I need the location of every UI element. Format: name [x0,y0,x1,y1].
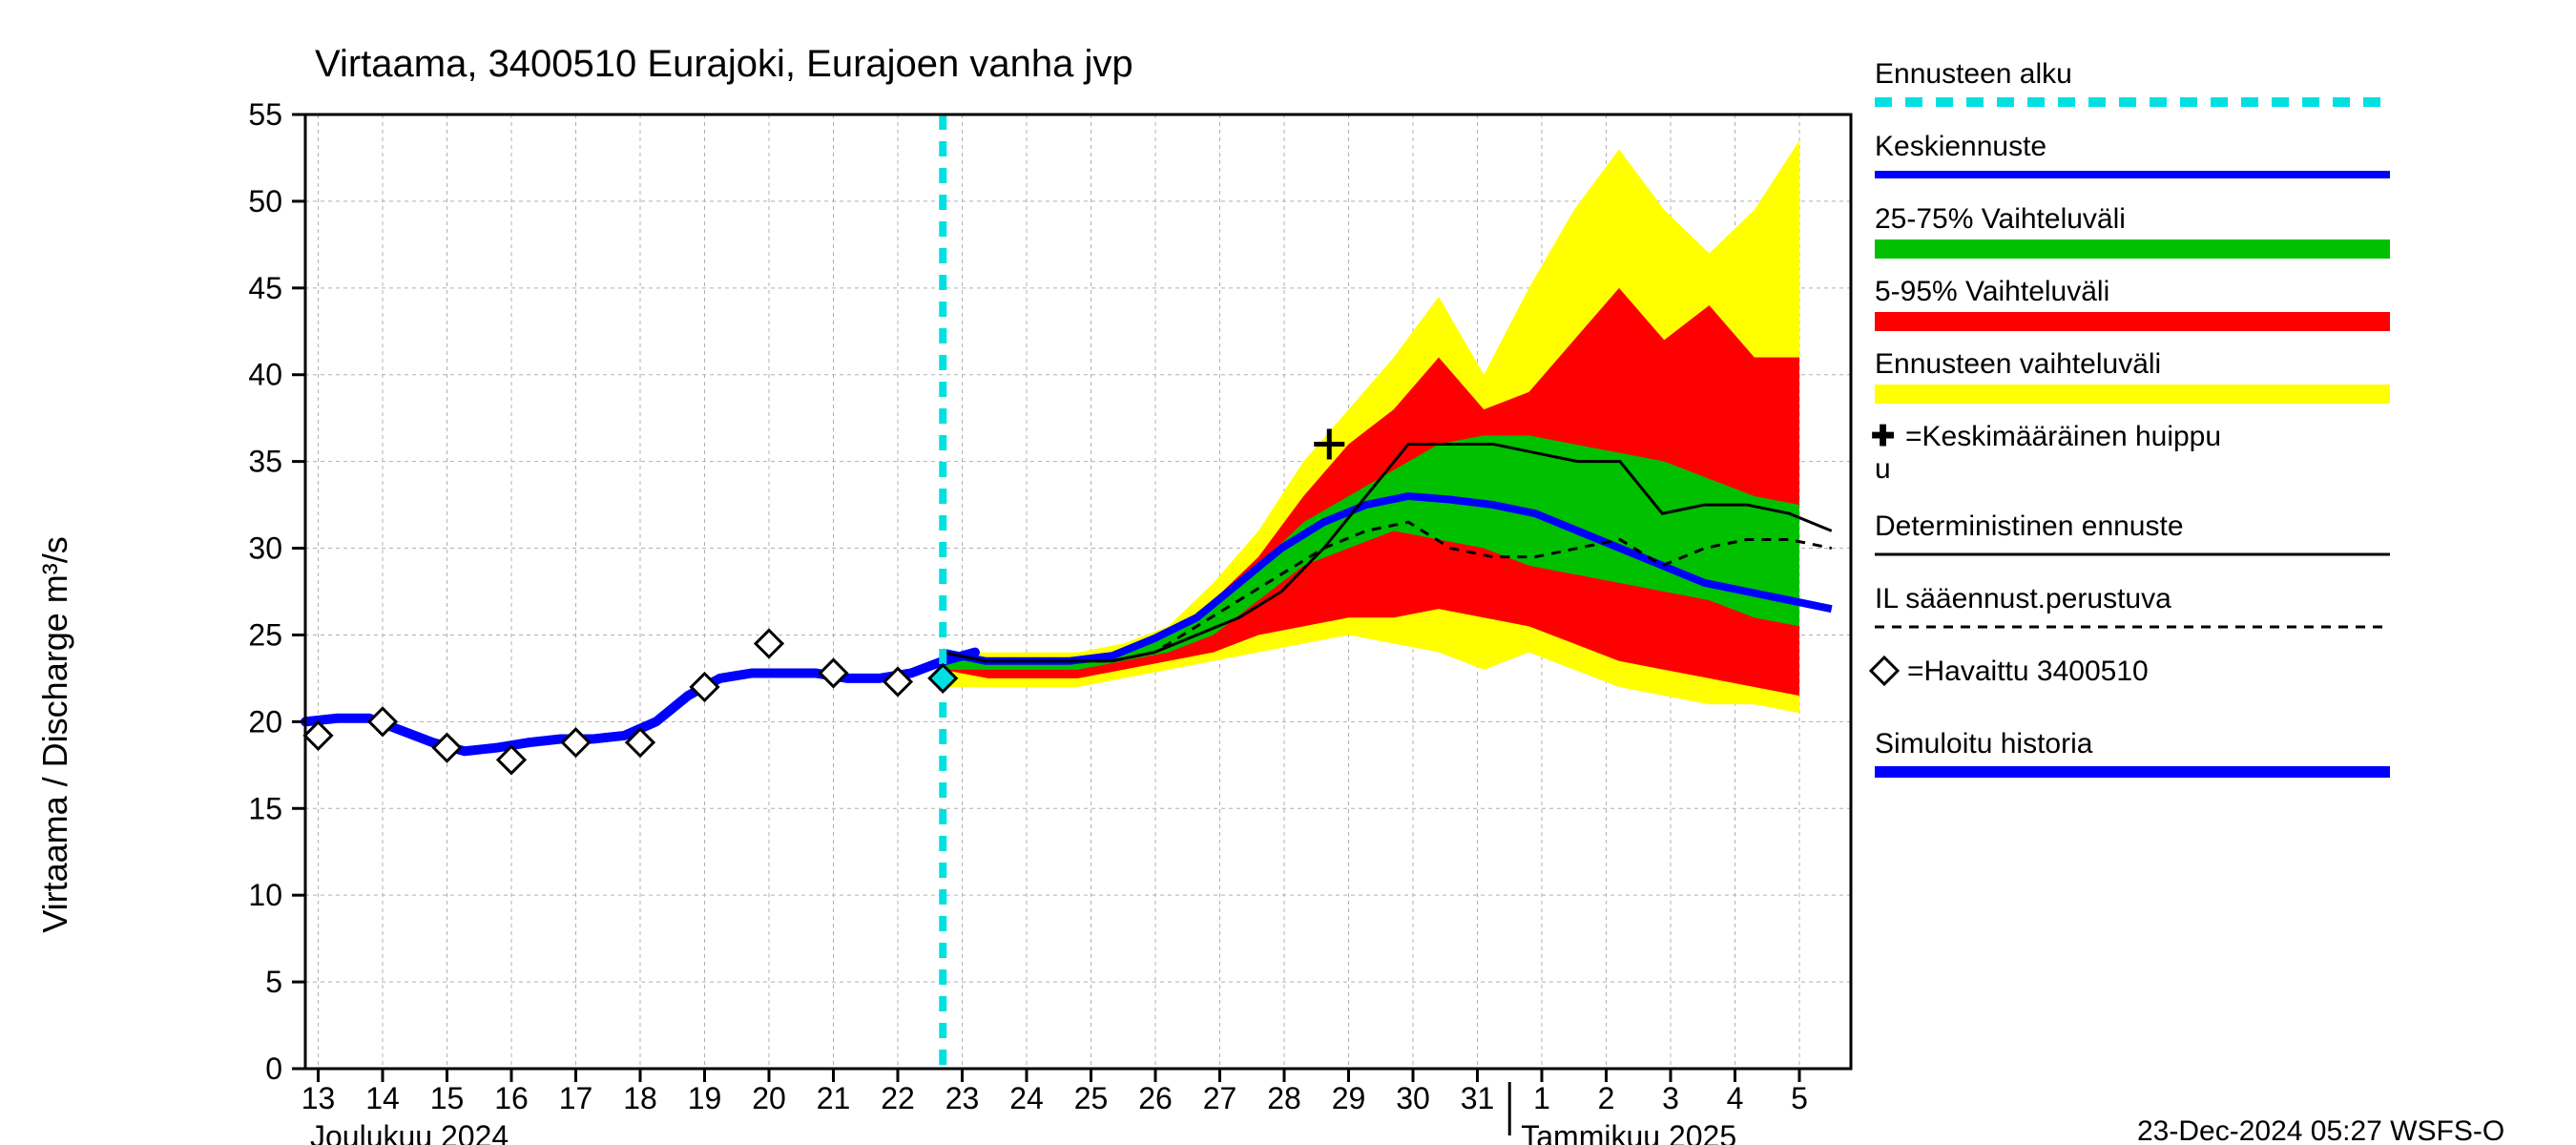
ytick-label: 55 [248,97,282,132]
xtick-label: 3 [1662,1081,1679,1115]
ytick-label: 25 [248,617,282,652]
legend-label: Ennusteen vaihteluväli [1875,348,2161,380]
xtick-label: 15 [430,1081,465,1115]
ytick-label: 15 [248,791,282,825]
ytick-label: 30 [248,531,282,566]
xtick-label: 23 [945,1081,980,1115]
legend-label: Keskiennuste [1875,131,2046,162]
xtick-label: 19 [688,1081,722,1115]
xtick-label: 22 [881,1081,915,1115]
ytick-label: 50 [248,184,282,219]
xtick-label: 30 [1396,1081,1430,1115]
xtick-label: 26 [1138,1081,1173,1115]
xtick-label: 24 [1009,1081,1044,1115]
xtick-label: 5 [1791,1081,1808,1115]
discharge-forecast-chart: 0510152025303540455055131415161718192021… [0,0,2576,1145]
legend-label: IL sääennust.perustuva [1875,583,2171,614]
ytick-label: 45 [248,271,282,305]
ytick-label: 10 [248,878,282,912]
ytick-label: 20 [248,704,282,739]
ytick-label: 35 [248,445,282,479]
legend-swatch-red [1875,312,2390,331]
month-label-jan-fi: Tammikuu 2025 [1521,1119,1736,1145]
ytick-label: 40 [248,358,282,392]
ytick-label: 5 [265,965,282,999]
legend-label: =Keskimääräinen huippu [1905,421,2221,452]
legend-label: 25-75% Vaihteluväli [1875,203,2126,235]
legend-swatch-green [1875,239,2390,259]
legend-plus-icon: ✚ [1871,421,1895,452]
xtick-label: 31 [1461,1081,1495,1115]
month-label-dec-fi: Joulukuu 2024 [310,1119,509,1145]
legend-label: 5-95% Vaihteluväli [1875,276,2109,307]
chart-title: Virtaama, 3400510 Eurajoki, Eurajoen van… [315,43,1133,85]
xtick-label: 18 [623,1081,657,1115]
xtick-label: 25 [1074,1081,1109,1115]
legend-label: Deterministinen ennuste [1875,510,2184,542]
legend-swatch-yellow [1875,385,2390,404]
xtick-label: 29 [1332,1081,1366,1115]
xtick-label: 2 [1598,1081,1615,1115]
xtick-label: 28 [1267,1081,1301,1115]
legend-label: =Havaittu 3400510 [1907,656,2149,687]
legend-label: Ennusteen alku [1875,58,2072,90]
y-axis-label: Virtaama / Discharge m³/s [35,536,74,932]
legend-diamond-icon [1871,657,1898,684]
xtick-label: 27 [1203,1081,1237,1115]
xtick-label: 17 [559,1081,593,1115]
xtick-label: 20 [752,1081,786,1115]
ytick-label: 0 [265,1051,282,1086]
xtick-label: 21 [817,1081,851,1115]
legend-label: Simuloitu historia [1875,728,2093,760]
xtick-label: 4 [1727,1081,1744,1115]
xtick-label: 16 [494,1081,529,1115]
footer-stamp: 23-Dec-2024 05:27 WSFS-O [2137,1115,2504,1145]
xtick-label: 13 [301,1081,336,1115]
legend-label-wrap: u [1875,453,1891,485]
xtick-label: 1 [1533,1081,1550,1115]
xtick-label: 14 [365,1081,400,1115]
